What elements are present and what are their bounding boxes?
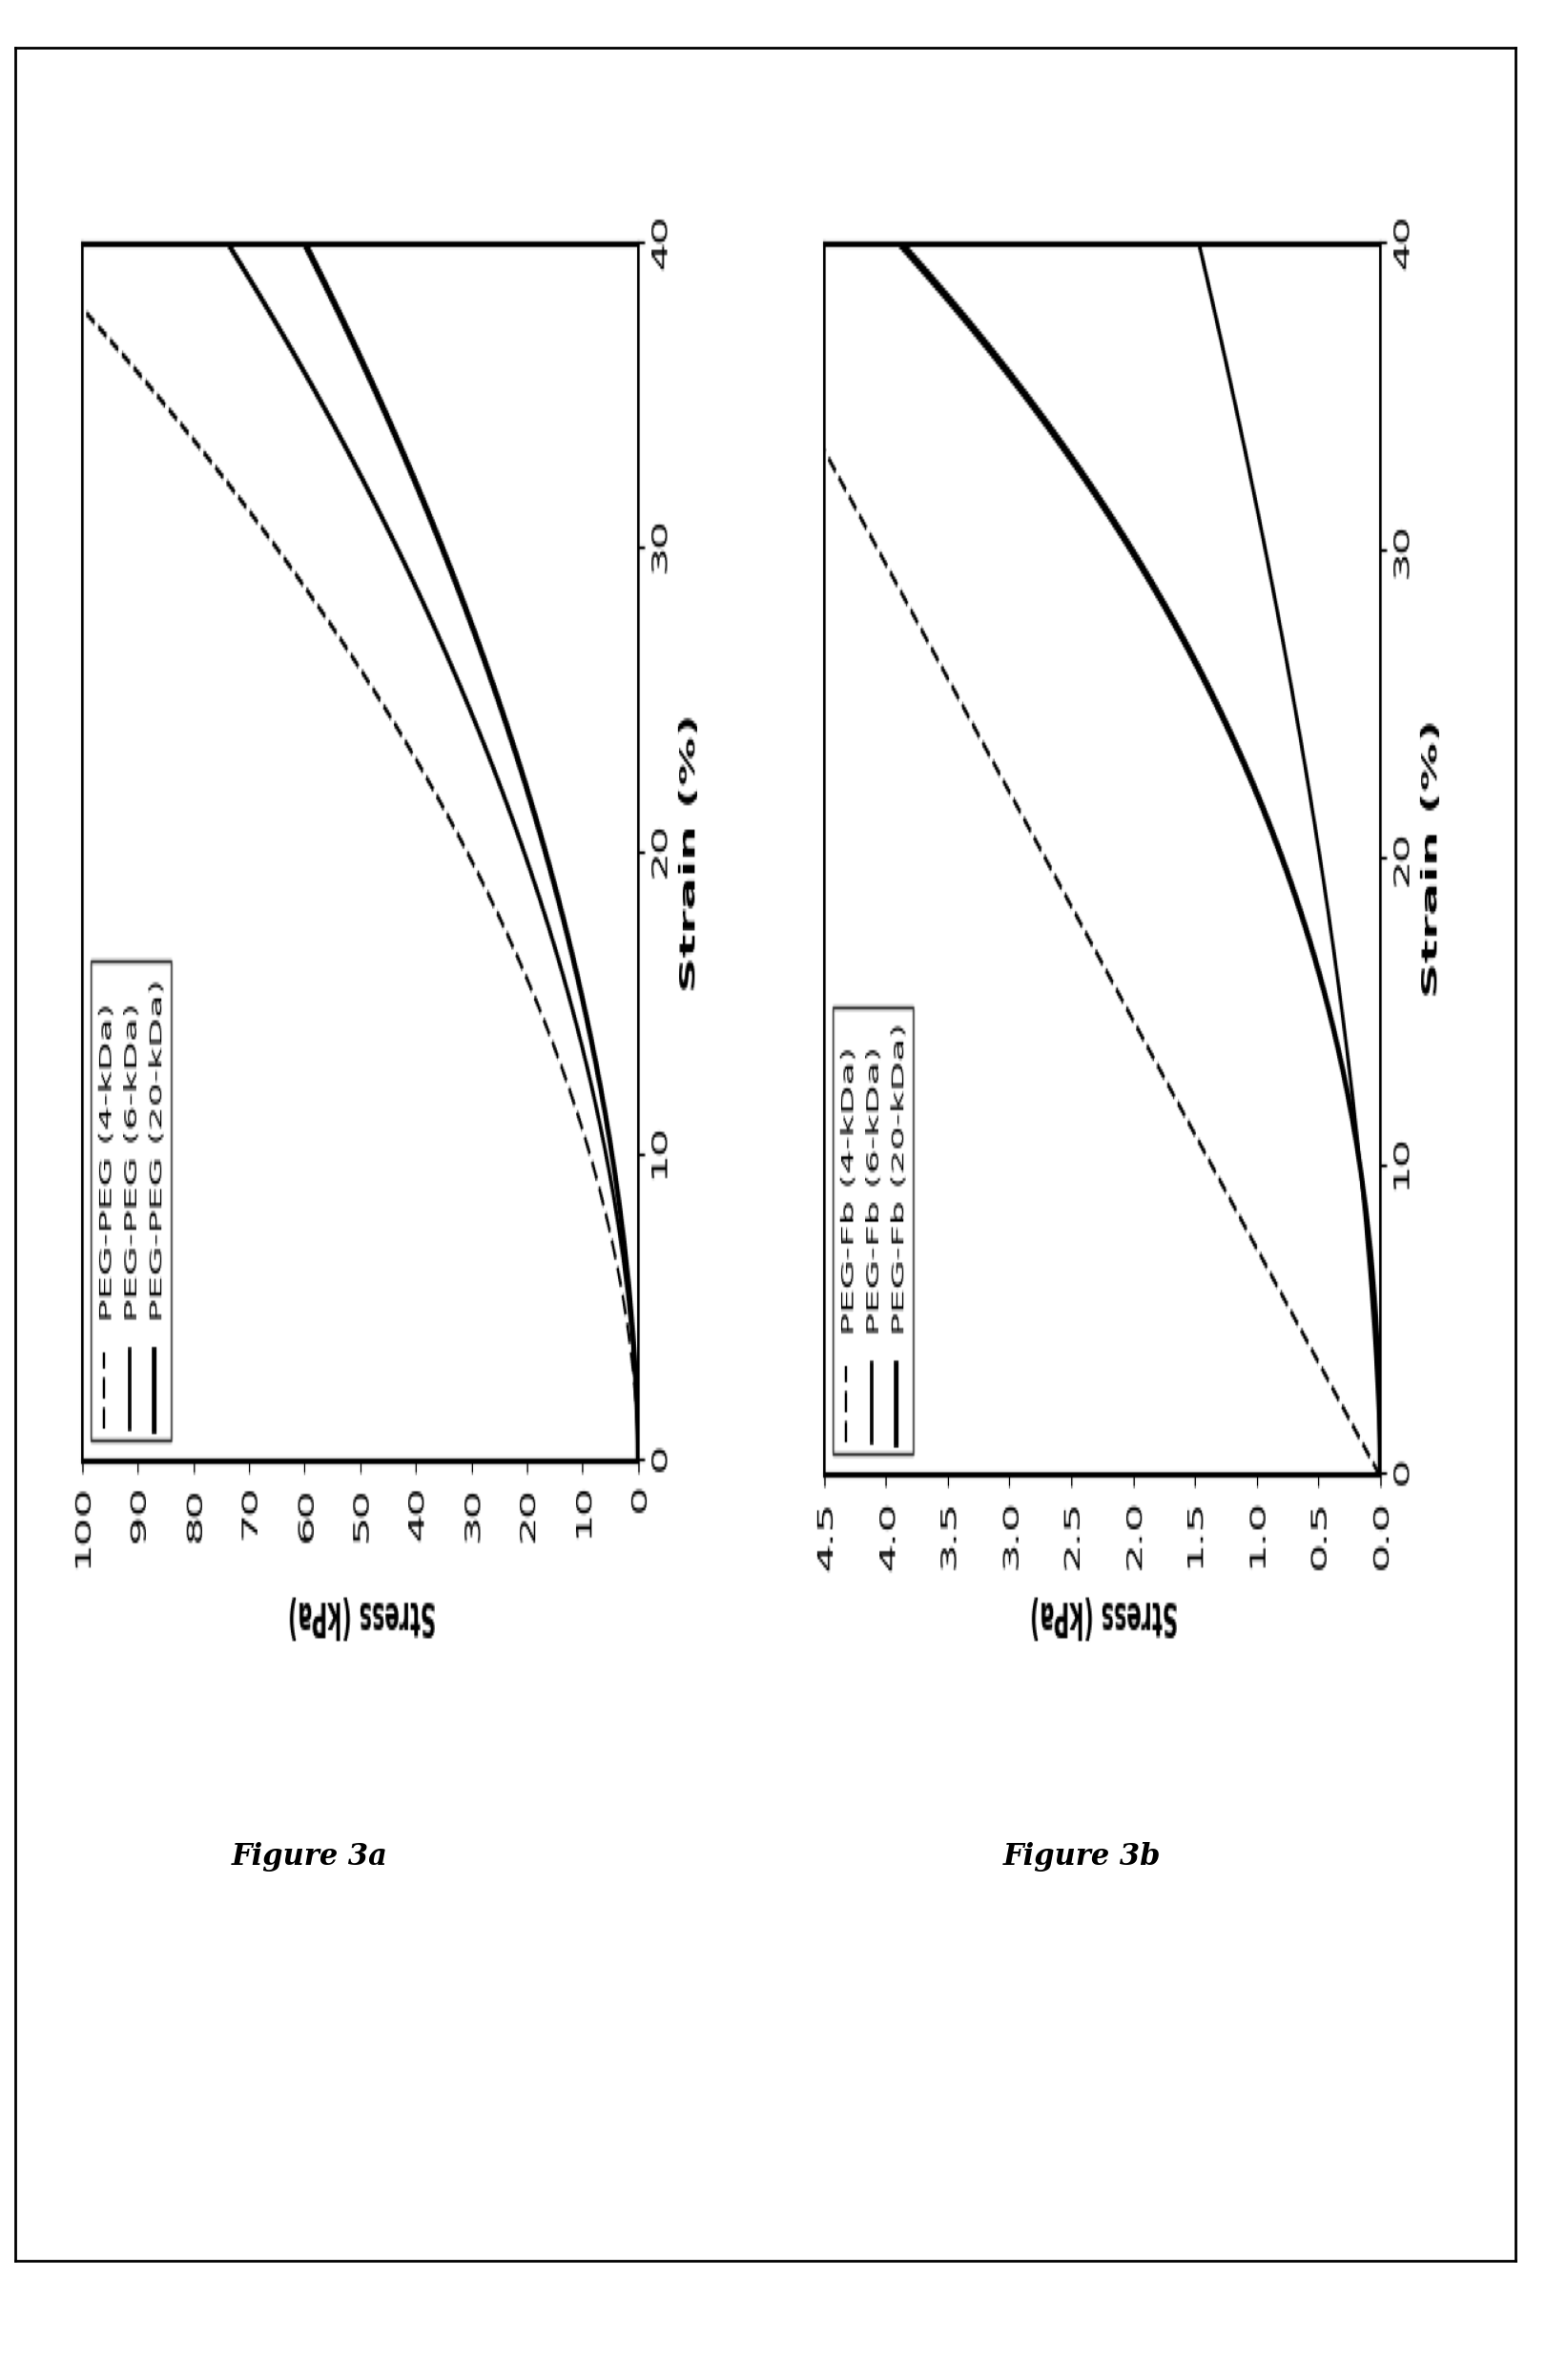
Text: Figure 3a: Figure 3a: [230, 1842, 388, 1871]
Text: Figure 3b: Figure 3b: [1003, 1842, 1161, 1871]
